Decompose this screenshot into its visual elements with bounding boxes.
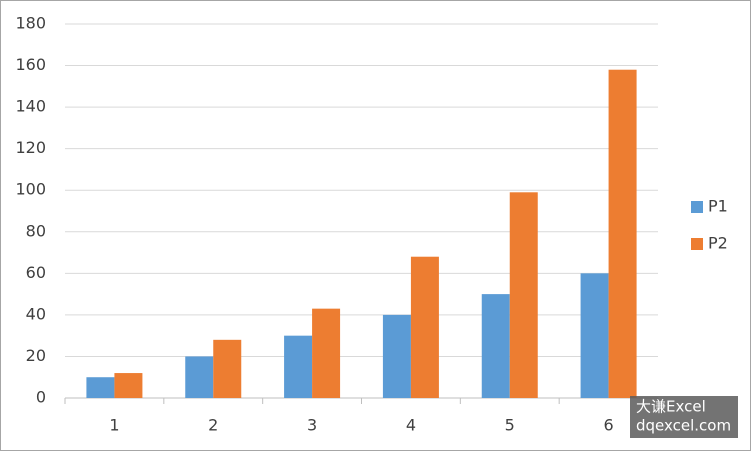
x-tick-label: 3 (307, 416, 317, 435)
bar (509, 192, 538, 398)
x-tick-label: 6 (603, 416, 613, 435)
bar (608, 69, 637, 398)
y-tick-label: 0 (36, 388, 46, 407)
bar (86, 377, 115, 398)
bar (185, 356, 214, 398)
bar (382, 314, 411, 398)
bar (312, 308, 341, 398)
bar (213, 339, 242, 398)
x-tick-label: 1 (109, 416, 119, 435)
y-tick-label: 80 (26, 221, 46, 240)
legend-label: P1 (708, 197, 728, 216)
watermark-box (630, 396, 738, 438)
legend-swatch (691, 201, 703, 213)
bar (481, 294, 510, 398)
bar (284, 335, 313, 398)
bar (114, 373, 143, 398)
bar (410, 256, 439, 398)
watermark-text: dqexcel.com (636, 417, 731, 435)
y-tick-label: 100 (15, 180, 46, 199)
y-tick-label: 40 (26, 304, 46, 323)
y-tick-label: 120 (15, 138, 46, 157)
y-tick-label: 60 (26, 263, 46, 282)
y-tick-label: 20 (26, 346, 46, 365)
legend-label: P2 (708, 234, 728, 253)
x-tick-label: 2 (208, 416, 218, 435)
y-tick-label: 180 (15, 14, 46, 33)
legend-swatch (691, 238, 703, 250)
y-tick-label: 160 (15, 55, 46, 74)
watermark-text: 大谦Excel (636, 398, 706, 416)
y-tick-label: 140 (15, 97, 46, 116)
x-tick-label: 5 (505, 416, 515, 435)
bar (580, 273, 609, 398)
x-tick-label: 4 (406, 416, 416, 435)
